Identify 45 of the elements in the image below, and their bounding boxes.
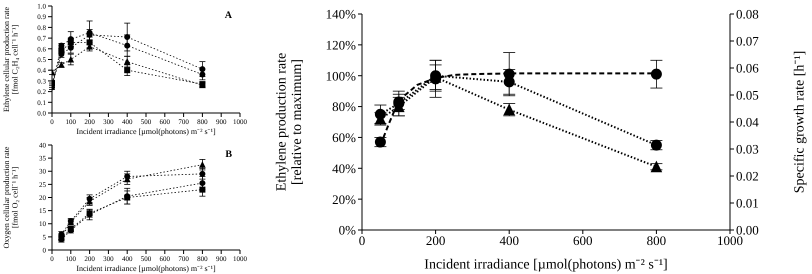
point: [199, 186, 206, 193]
y2-tick-label: 0.02: [736, 168, 759, 184]
y2-tick-label: 0.03: [736, 142, 759, 157]
point: [199, 170, 206, 177]
point: [124, 42, 130, 49]
x-axis-title: Incident irradiance [µmol(photons) m⁻² s⁻¹]: [76, 264, 216, 273]
y-tick-label: 120%: [326, 37, 356, 52]
x-axis-title: Incident irradiance [µmol(photons) m⁻² s⁻¹]: [424, 257, 668, 272]
point: [199, 162, 206, 168]
y-tick-label: 80%: [332, 99, 356, 114]
y-axis-title: Oxygen cellular production rate [fmol O₂ cell⁻¹ h⁻¹]: [2, 146, 20, 248]
y-tick-label: 140%: [326, 6, 356, 22]
point: [68, 56, 74, 62]
x-tick-label: 800: [646, 233, 666, 248]
y2-axis-title: Specific growth rate [h⁻¹]: [792, 50, 808, 194]
point: [124, 67, 130, 74]
y-tick-label: 0%: [338, 222, 356, 238]
point: [68, 44, 74, 51]
point: [199, 180, 206, 186]
y-axis-title: Ethylene production rate [relative to maximum]: [274, 52, 305, 192]
y-tick-label: 60%: [332, 130, 356, 146]
x-tick-label: 200: [426, 233, 446, 248]
y2-tick-label: 0.06: [736, 60, 760, 76]
y2-tick-label: 0.07: [736, 34, 760, 49]
y-tick-label: 100%: [326, 68, 356, 84]
y-tick-label: 20%: [332, 192, 356, 207]
point: [124, 58, 130, 65]
x-axis-title: Incident irradiance [µmol(photons) m⁻² s⁻¹]: [76, 126, 216, 136]
y2-tick-label: 0.04: [736, 114, 760, 130]
point: [650, 68, 662, 80]
point: [124, 174, 130, 180]
point: [86, 39, 93, 46]
annotation: B: [225, 149, 232, 160]
y2-tick-label: 0.05: [736, 88, 759, 103]
y2-tick-label: 0.08: [736, 6, 759, 22]
point: [199, 71, 206, 78]
y2-tick-label: 0.01: [736, 196, 759, 211]
y-axis-title: Ethylene cellular production rate [fmol C₂H₄ cell⁻¹ h⁻¹]: [2, 6, 20, 112]
point: [124, 34, 130, 40]
y-tick-label: 40%: [332, 160, 356, 176]
annotation: A: [224, 10, 232, 21]
point: [68, 39, 74, 46]
point: [199, 66, 206, 72]
x-tick-label: 600: [573, 233, 593, 248]
x-tick-label: 400: [499, 233, 519, 248]
